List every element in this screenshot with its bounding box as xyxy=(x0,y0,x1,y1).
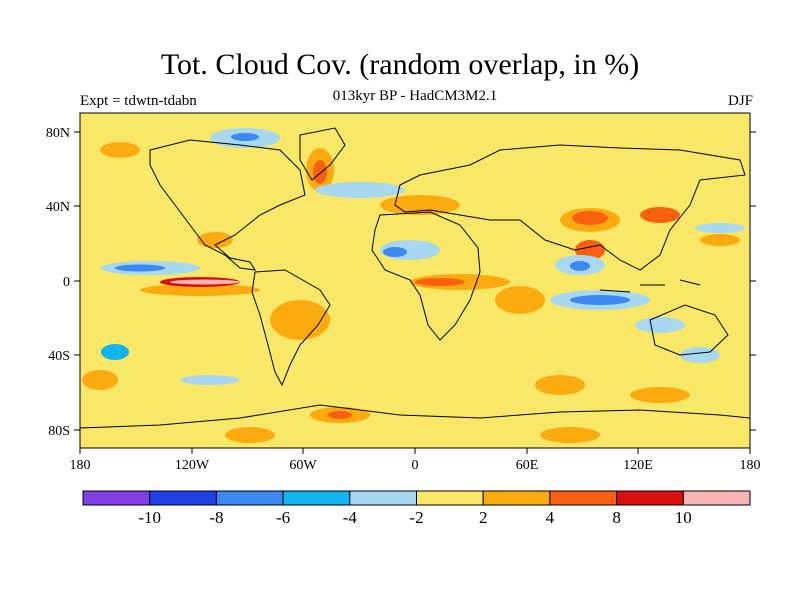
lat-label-40n: 40N xyxy=(46,200,70,215)
coastline-antarctica xyxy=(80,404,750,429)
lon-label-120e: 120E xyxy=(623,458,653,473)
colorbar-box-0 xyxy=(82,490,151,506)
colorbar: -10 -8 -6 -4 -2 2 4 8 10 xyxy=(82,490,751,527)
colorbar-box-1 xyxy=(149,490,217,506)
colorbar-box-3 xyxy=(282,490,351,506)
colorbar-labels: -10 -8 -6 -4 -2 2 4 8 10 xyxy=(138,508,691,527)
lon-label-180w: 180 xyxy=(70,458,91,473)
colorbar-box-8 xyxy=(616,490,684,506)
colorbar-label-7: 8 xyxy=(612,508,621,527)
coastline-africa xyxy=(371,211,481,341)
colorbar-box-4 xyxy=(349,490,417,506)
negative-anomaly-patches xyxy=(100,128,745,385)
lon-label-0: 0 xyxy=(412,458,419,473)
map-title: Tot. Cloud Cov. (random overlap, in %) xyxy=(160,48,640,81)
colorbar-label-8: 10 xyxy=(675,508,692,527)
colorbar-label-6: 4 xyxy=(546,508,555,527)
lat-tick-80s: 80S xyxy=(48,424,756,439)
latitude-axis: 80N 40N 0 40S 80S xyxy=(46,126,756,439)
lon-label-120w: 120W xyxy=(175,458,210,473)
lat-tick-40n: 40N xyxy=(46,200,756,215)
colorbar-box-2 xyxy=(215,490,284,506)
anomaly-patches xyxy=(82,128,745,443)
colorbar-label-1: -8 xyxy=(209,508,223,527)
lon-label-60e: 60E xyxy=(516,458,539,473)
coastline-eurasia xyxy=(394,144,746,271)
map-subtitle: 013kyr BP - HadCM3M2.1 xyxy=(332,88,498,104)
colorbar-box-7 xyxy=(549,490,618,506)
lat-label-40s: 40S xyxy=(48,349,70,364)
colorbar-label-0: -10 xyxy=(138,508,161,527)
coastlines xyxy=(80,127,750,429)
colorbar-box-6 xyxy=(482,490,551,506)
lon-tick-60w: 60W xyxy=(289,448,317,473)
lat-label-80s: 80S xyxy=(48,424,70,439)
colorbar-label-5: 2 xyxy=(479,508,488,527)
lat-label-80n: 80N xyxy=(46,126,70,141)
colorbar-boxes xyxy=(82,490,751,506)
longitude-axis: 180 120W 60W 0 60E 120E 180 xyxy=(70,448,761,473)
lat-label-0: 0 xyxy=(63,275,70,290)
coastline-australia xyxy=(649,304,729,356)
lon-label-180e: 180 xyxy=(740,458,761,473)
positive-anomaly-patches xyxy=(82,142,740,443)
lat-tick-0: 0 xyxy=(63,275,756,290)
lon-label-60w: 60W xyxy=(289,458,317,473)
season-label: DJF xyxy=(727,93,753,109)
lon-tick-120e: 120E xyxy=(623,448,653,473)
map-panel xyxy=(79,112,751,449)
colorbar-label-3: -4 xyxy=(343,508,358,527)
colorbar-label-4: -2 xyxy=(409,508,423,527)
lon-tick-120w: 120W xyxy=(175,448,210,473)
coastline-south-america xyxy=(251,269,331,387)
lon-tick-180w: 180 xyxy=(70,448,91,473)
coastline-north-america xyxy=(149,139,306,271)
coastline-indonesia xyxy=(599,279,701,293)
lon-tick-180e: 180 xyxy=(740,448,761,473)
lon-tick-0: 0 xyxy=(412,448,419,473)
colorbar-box-5 xyxy=(416,490,484,506)
colorbar-label-2: -6 xyxy=(276,508,290,527)
lat-tick-40s: 40S xyxy=(48,349,756,364)
experiment-label: Expt = tdwtn-tdabn xyxy=(80,93,197,109)
lat-tick-80n: 80N xyxy=(46,126,756,141)
lon-tick-60e: 60E xyxy=(516,448,539,473)
colorbar-box-9 xyxy=(682,490,751,506)
coastline-greenland xyxy=(299,127,346,181)
